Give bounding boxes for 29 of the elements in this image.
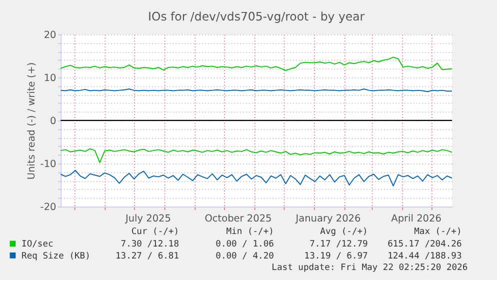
text: Cur (-/+) bbox=[131, 226, 180, 237]
y-tick-label: -10 bbox=[40, 158, 56, 170]
text: 13.19 / 6.97 bbox=[304, 251, 368, 262]
text: 7.17 /12.79 bbox=[310, 240, 368, 250]
y-axis-title: Units read (-) / write (+) bbox=[26, 62, 38, 180]
text: Last update: Fri May 22 02:25:20 2026 bbox=[272, 263, 468, 274]
y-tick-label: 20 bbox=[44, 30, 56, 41]
line-series bbox=[60, 170, 452, 186]
text: Avg (-/+) bbox=[320, 226, 368, 237]
text: 13.27 / 6.81 bbox=[115, 251, 180, 262]
legend-label: IO/sec bbox=[22, 240, 54, 250]
text: 0.00 / 4.20 bbox=[216, 251, 274, 262]
line-series bbox=[60, 56, 452, 71]
text: 615.17 /204.26 bbox=[388, 240, 462, 250]
text: Max (-/+) bbox=[414, 226, 462, 237]
x-tick-label: April 2026 bbox=[391, 214, 442, 225]
x-tick-label: January 2026 bbox=[294, 214, 361, 225]
y-tick-label: -20 bbox=[40, 202, 56, 213]
x-tick-label: July 2025 bbox=[124, 214, 171, 225]
line-series bbox=[60, 148, 452, 164]
legend-label: Req Size (KB) bbox=[22, 251, 90, 262]
chart-title: IOs for /dev/vds705-vg/root - by year bbox=[148, 10, 365, 24]
y-tick-label: 0 bbox=[50, 116, 56, 127]
y-tick-label: 10 bbox=[44, 72, 56, 84]
text: 124.44 /188.93 bbox=[388, 251, 462, 262]
text: Min (-/+) bbox=[226, 226, 274, 237]
text: 7.30 /12.18 bbox=[120, 240, 180, 250]
x-tick-label: October 2025 bbox=[204, 214, 272, 225]
text: 0.00 / 1.06 bbox=[216, 240, 274, 250]
